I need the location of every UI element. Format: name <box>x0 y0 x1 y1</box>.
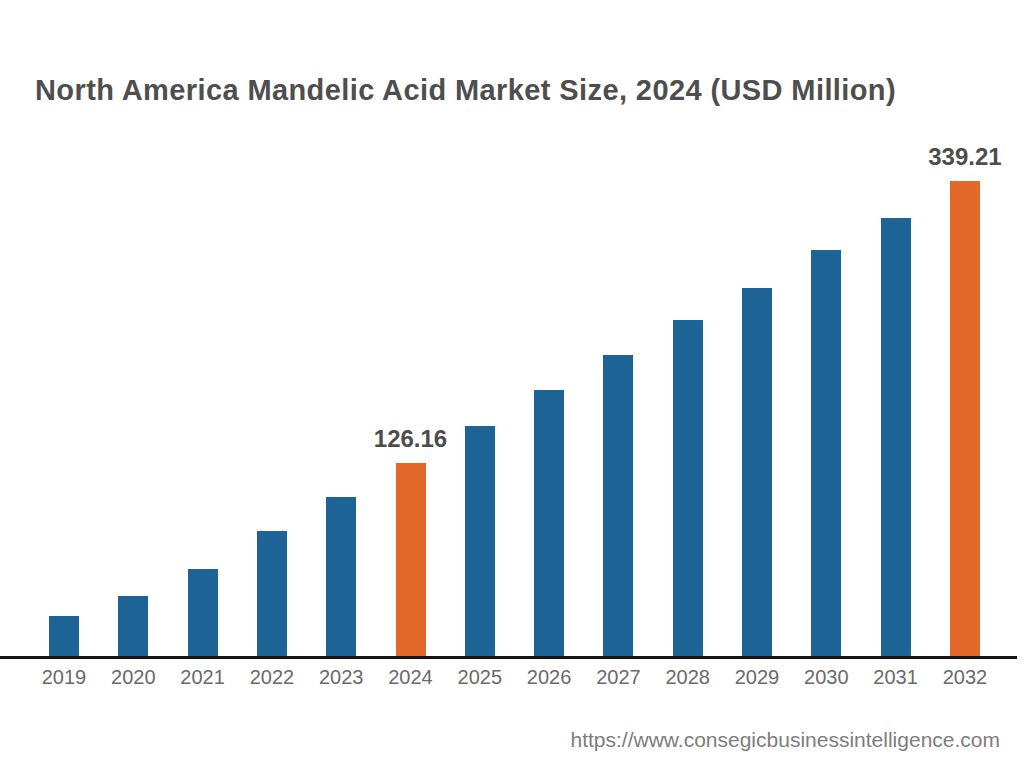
bar-2025 <box>465 426 495 656</box>
chart-canvas: North America Mandelic Acid Market Size,… <box>0 0 1024 768</box>
bar-2032 <box>950 181 980 656</box>
bar-2027 <box>603 355 633 656</box>
bar-2028 <box>673 320 703 656</box>
x-tick-label-2024: 2024 <box>388 666 433 689</box>
x-tick-label-2023: 2023 <box>319 666 364 689</box>
bar-2029 <box>742 288 772 656</box>
bar-plot: 2019 2020 2021 2022 2023 2024 126.16 2025 2026 20… <box>0 0 1024 768</box>
bar-2022 <box>257 531 287 656</box>
x-tick-label-2029: 2029 <box>735 666 780 689</box>
x-axis-line <box>0 656 1017 659</box>
bar-2019 <box>49 616 79 656</box>
bar-2026 <box>534 390 564 656</box>
x-tick-label-2031: 2031 <box>873 666 918 689</box>
bar-2021 <box>188 569 218 656</box>
x-tick-label-2027: 2027 <box>596 666 641 689</box>
x-tick-label-2021: 2021 <box>180 666 225 689</box>
x-tick-label-2032: 2032 <box>943 666 988 689</box>
source-url: https://www.consegicbusinessintelligence… <box>570 728 1000 752</box>
bar-2020 <box>118 596 148 656</box>
value-label-2032: 339.21 <box>928 143 1001 171</box>
x-tick-label-2026: 2026 <box>527 666 572 689</box>
x-tick-label-2022: 2022 <box>250 666 295 689</box>
value-label-2024: 126.16 <box>374 425 447 453</box>
x-tick-label-2030: 2030 <box>804 666 849 689</box>
bar-2023 <box>326 497 356 656</box>
x-tick-label-2025: 2025 <box>458 666 503 689</box>
bar-2031 <box>881 218 911 656</box>
bar-2030 <box>811 250 841 656</box>
bar-2024 <box>396 463 426 656</box>
x-tick-label-2028: 2028 <box>665 666 710 689</box>
x-tick-label-2019: 2019 <box>42 666 87 689</box>
x-tick-label-2020: 2020 <box>111 666 156 689</box>
